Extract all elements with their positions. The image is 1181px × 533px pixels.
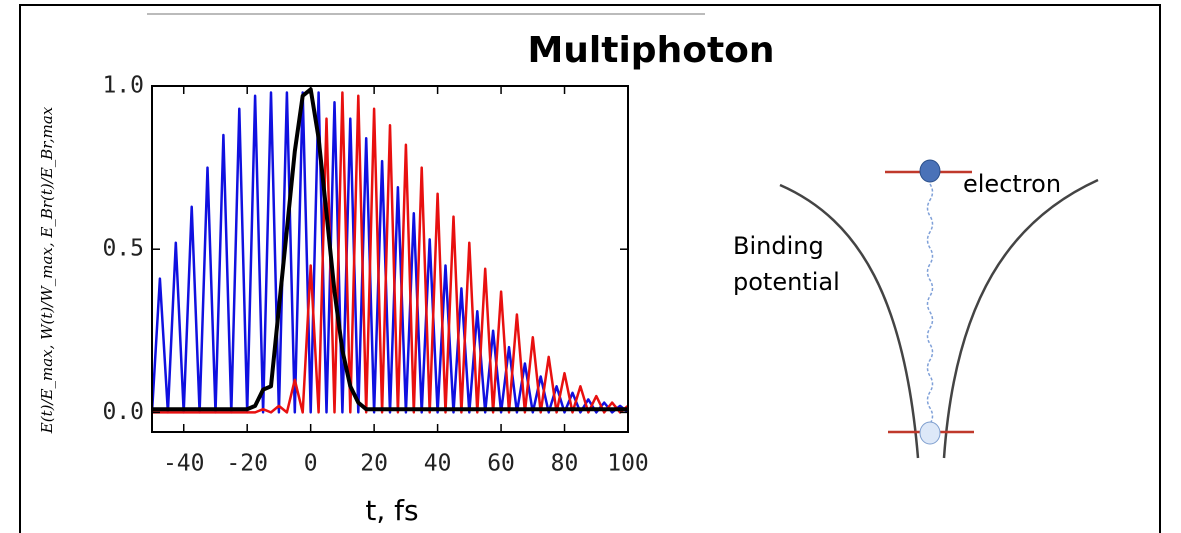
y-tick-label: 1.0 [102, 73, 144, 99]
potential-label: Binding [733, 232, 824, 260]
potential-curve [779, 178, 1099, 459]
electron [919, 159, 941, 183]
y-tick-label: 0.0 [102, 399, 144, 425]
x-tick-label: 40 [424, 451, 452, 477]
x-tick-label: 0 [304, 451, 318, 477]
ground-state [919, 421, 941, 445]
diagram: electron Binding potential [733, 159, 1099, 459]
series-line [152, 91, 628, 414]
slide-title: Multiphoton [527, 30, 774, 71]
series-group [152, 87, 628, 414]
y-axis-label: E(t)/E_max, W(t)/W_max, E_Br(t)/E_Br,max [38, 106, 56, 434]
slide-frame [19, 4, 1161, 533]
x-tick-label: 100 [607, 451, 649, 477]
plot-frame [151, 85, 629, 433]
x-tick-label: -20 [226, 451, 268, 477]
x-tick-label: 60 [487, 451, 515, 477]
x-tick-label: -40 [163, 451, 205, 477]
x-tick-label: 20 [360, 451, 388, 477]
potential-label: potential [733, 268, 840, 296]
y-tick-label: 0.5 [102, 236, 144, 262]
electron-label: electron [963, 170, 1061, 198]
x-tick-label: 80 [551, 451, 579, 477]
x-axis-label: t, fs [365, 494, 418, 527]
photon-path [926, 183, 934, 425]
plot: 0.0 0.5 1.0 -40 -20 0 20 40 60 80 100 [102, 73, 648, 477]
series-line [152, 87, 628, 412]
